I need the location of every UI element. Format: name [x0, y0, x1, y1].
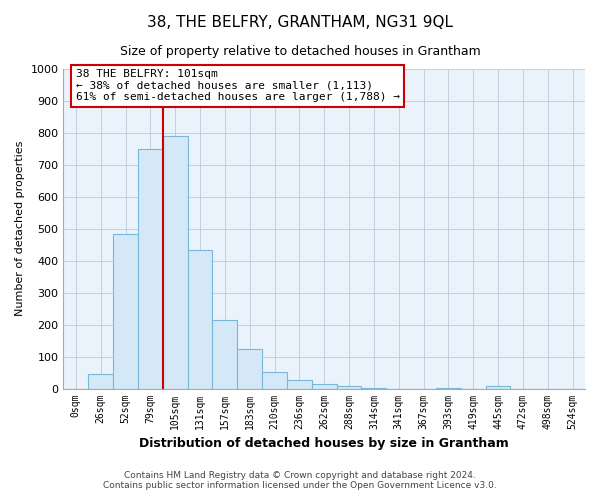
Bar — [188, 250, 212, 388]
Bar — [212, 320, 237, 388]
Bar — [337, 386, 361, 388]
Text: Size of property relative to detached houses in Grantham: Size of property relative to detached ho… — [119, 45, 481, 58]
Bar — [287, 380, 312, 388]
Bar — [262, 372, 287, 388]
Bar — [138, 149, 163, 388]
Bar — [312, 384, 337, 388]
Bar — [163, 136, 188, 388]
Bar — [88, 374, 113, 388]
Text: 38 THE BELFRY: 101sqm
← 38% of detached houses are smaller (1,113)
61% of semi-d: 38 THE BELFRY: 101sqm ← 38% of detached … — [76, 69, 400, 102]
Text: 38, THE BELFRY, GRANTHAM, NG31 9QL: 38, THE BELFRY, GRANTHAM, NG31 9QL — [147, 15, 453, 30]
Y-axis label: Number of detached properties: Number of detached properties — [15, 141, 25, 316]
Bar — [485, 386, 511, 388]
X-axis label: Distribution of detached houses by size in Grantham: Distribution of detached houses by size … — [139, 437, 509, 450]
Bar — [113, 234, 138, 388]
Text: Contains HM Land Registry data © Crown copyright and database right 2024.
Contai: Contains HM Land Registry data © Crown c… — [103, 470, 497, 490]
Bar — [237, 348, 262, 389]
